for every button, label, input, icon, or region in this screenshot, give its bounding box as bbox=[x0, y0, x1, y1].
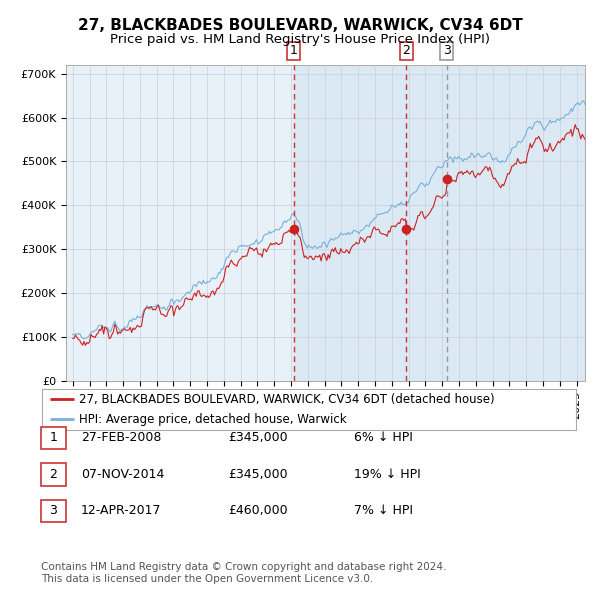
Text: 12-APR-2017: 12-APR-2017 bbox=[81, 504, 161, 517]
Bar bbox=[447, 65, 585, 381]
Text: 1: 1 bbox=[49, 431, 58, 444]
Text: HPI: Average price, detached house, Warwick: HPI: Average price, detached house, Warw… bbox=[79, 413, 347, 426]
Text: 27, BLACKBADES BOULEVARD, WARWICK, CV34 6DT: 27, BLACKBADES BOULEVARD, WARWICK, CV34 … bbox=[77, 18, 523, 33]
Text: 27-FEB-2008: 27-FEB-2008 bbox=[81, 431, 161, 444]
Text: 07-NOV-2014: 07-NOV-2014 bbox=[81, 468, 164, 481]
Text: 3: 3 bbox=[49, 504, 58, 517]
Text: 1: 1 bbox=[290, 44, 298, 57]
Text: 7% ↓ HPI: 7% ↓ HPI bbox=[354, 504, 413, 517]
Text: 19% ↓ HPI: 19% ↓ HPI bbox=[354, 468, 421, 481]
Text: 3: 3 bbox=[443, 44, 451, 57]
Text: £345,000: £345,000 bbox=[228, 431, 287, 444]
Text: £460,000: £460,000 bbox=[228, 504, 287, 517]
Bar bbox=[406, 65, 447, 381]
Text: £345,000: £345,000 bbox=[228, 468, 287, 481]
Text: Contains HM Land Registry data © Crown copyright and database right 2024.
This d: Contains HM Land Registry data © Crown c… bbox=[41, 562, 446, 584]
Text: 2: 2 bbox=[402, 44, 410, 57]
Text: Price paid vs. HM Land Registry's House Price Index (HPI): Price paid vs. HM Land Registry's House … bbox=[110, 33, 490, 46]
Text: 27, BLACKBADES BOULEVARD, WARWICK, CV34 6DT (detached house): 27, BLACKBADES BOULEVARD, WARWICK, CV34 … bbox=[79, 393, 495, 406]
Text: 2: 2 bbox=[49, 468, 58, 481]
Text: 6% ↓ HPI: 6% ↓ HPI bbox=[354, 431, 413, 444]
Bar bbox=[294, 65, 406, 381]
